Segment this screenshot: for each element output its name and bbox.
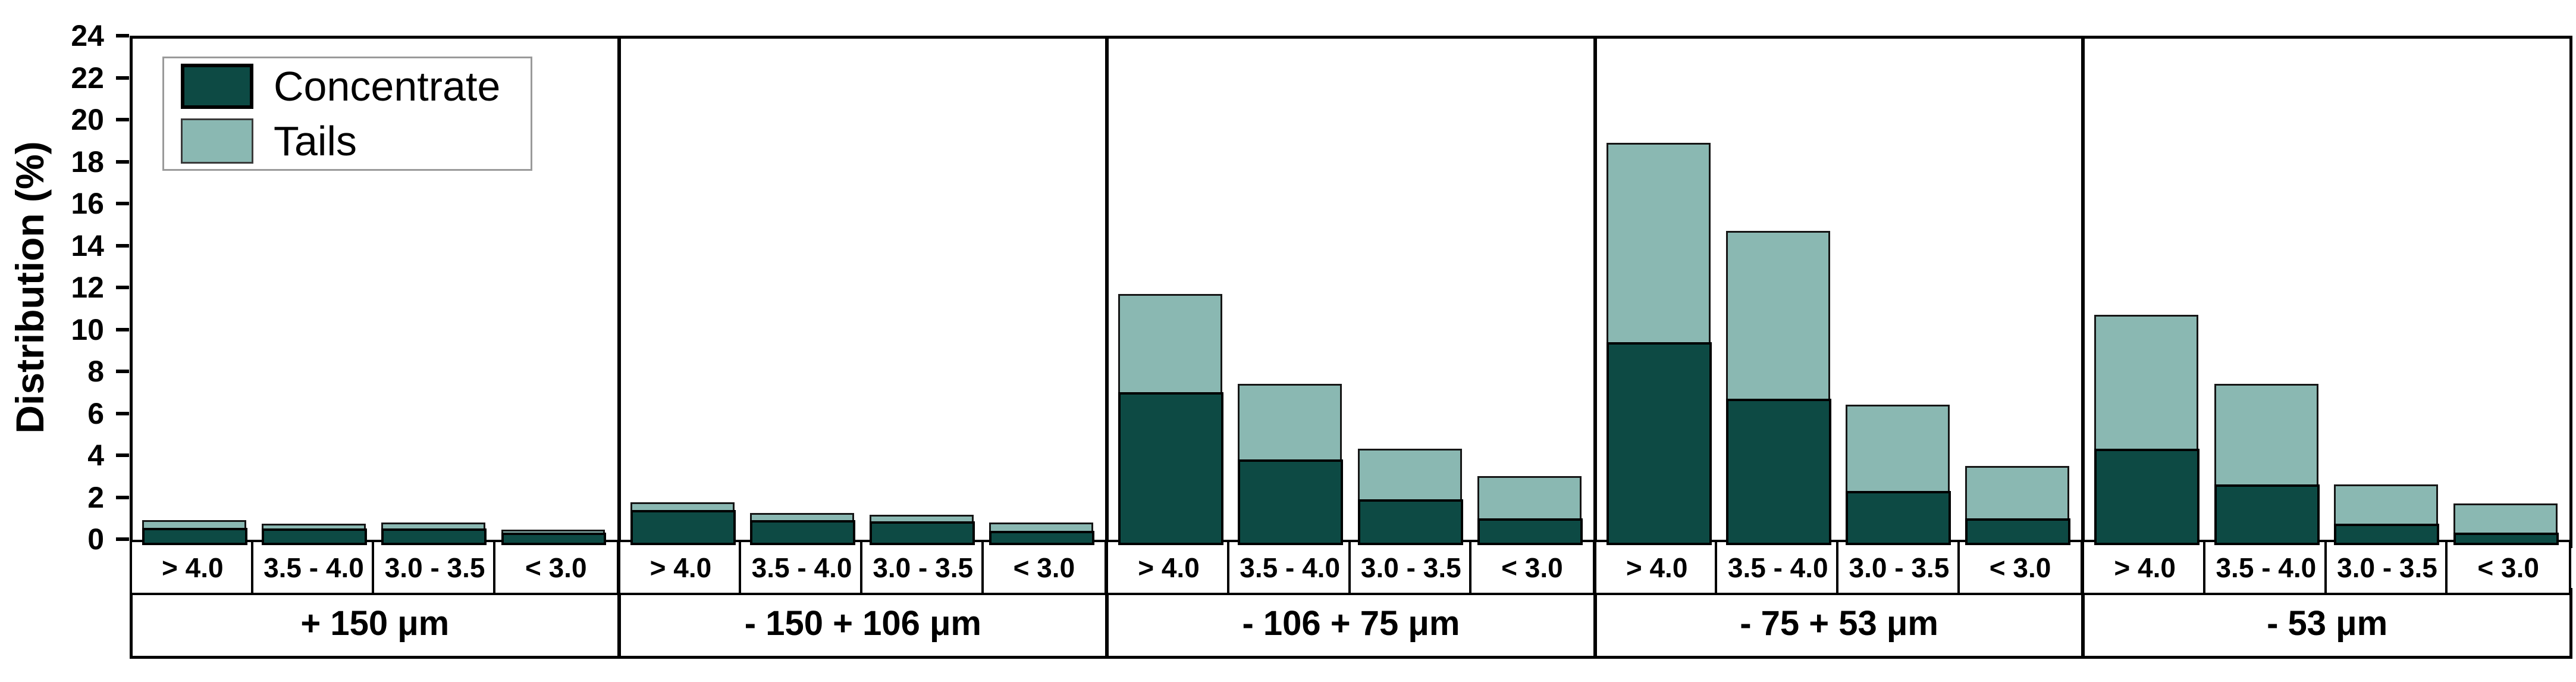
size-label: - 53 μm bbox=[2082, 588, 2572, 659]
density-cell-label: 3.5 - 4.0 bbox=[739, 540, 862, 595]
size-label: + 150 μm bbox=[130, 588, 620, 659]
legend-swatch-concentrate bbox=[181, 64, 253, 109]
y-tick-label: 16 bbox=[71, 187, 104, 220]
density-cell-label: < 3.0 bbox=[2445, 540, 2571, 595]
y-tick-label: 12 bbox=[71, 271, 104, 304]
y-tick-label: 18 bbox=[71, 145, 104, 179]
bar-segment-concentrate bbox=[630, 509, 736, 545]
density-cell-label: > 4.0 bbox=[2082, 540, 2206, 595]
bar-segment-concentrate bbox=[1606, 342, 1712, 545]
y-tick bbox=[116, 537, 129, 541]
bar-segment-tails bbox=[1726, 230, 1830, 402]
bar-segment-tails bbox=[2214, 384, 2318, 489]
y-tick-label: 0 bbox=[87, 523, 104, 556]
y-tick bbox=[116, 34, 129, 37]
legend: Concentrate Tails bbox=[162, 57, 532, 171]
bar-segment-concentrate bbox=[1357, 499, 1463, 545]
bar-segment-concentrate bbox=[2333, 523, 2439, 545]
density-cell-label: > 4.0 bbox=[617, 540, 742, 595]
legend-label-concentrate: Concentrate bbox=[274, 63, 501, 110]
density-cell-label: < 3.0 bbox=[981, 540, 1107, 595]
density-cell-label: 3.0 - 3.5 bbox=[1836, 540, 1960, 595]
bar-segment-concentrate bbox=[2094, 449, 2200, 545]
size-label: - 75 + 53 μm bbox=[1593, 588, 2085, 659]
density-cell-label: 3.5 - 4.0 bbox=[1226, 540, 1351, 595]
bar-segment-concentrate bbox=[381, 528, 487, 545]
y-tick bbox=[116, 76, 129, 80]
bar-segment-concentrate bbox=[749, 520, 855, 545]
bar-segment-concentrate bbox=[1965, 518, 2071, 545]
bar-segment-tails bbox=[1477, 476, 1582, 522]
y-tick bbox=[116, 202, 129, 205]
bar-segment-tails bbox=[1357, 449, 1462, 503]
bar-segment-concentrate bbox=[1726, 398, 1831, 545]
y-tick bbox=[116, 495, 129, 499]
density-cell-label: < 3.0 bbox=[1957, 540, 2084, 595]
bar-segment-tails bbox=[1238, 384, 1342, 464]
legend-item-concentrate: Concentrate bbox=[181, 62, 531, 111]
density-cell-label: < 3.0 bbox=[1469, 540, 1595, 595]
density-cell-label: 3.0 - 3.5 bbox=[859, 540, 984, 595]
density-cell-label: > 4.0 bbox=[1106, 540, 1229, 595]
y-tick-label: 6 bbox=[87, 396, 104, 430]
bar-segment-concentrate bbox=[1477, 518, 1583, 545]
density-cell-label: 3.0 - 3.5 bbox=[1348, 540, 1472, 595]
bar-segment-tails bbox=[1118, 293, 1223, 396]
bar-segment-tails bbox=[1606, 142, 1711, 346]
density-cell-label: > 4.0 bbox=[1593, 540, 1718, 595]
bar-segment-tails bbox=[1846, 405, 1950, 495]
bar-segment-concentrate bbox=[2453, 533, 2559, 545]
bar-segment-concentrate bbox=[2214, 484, 2320, 545]
density-cell-label: 3.5 - 4.0 bbox=[250, 540, 375, 595]
bar-segment-concentrate bbox=[869, 521, 975, 545]
y-tick bbox=[116, 411, 129, 415]
density-cell-label: 3.5 - 4.0 bbox=[1715, 540, 1839, 595]
y-tick bbox=[116, 327, 129, 331]
y-tick-label: 20 bbox=[71, 103, 104, 136]
density-cell-label: < 3.0 bbox=[492, 540, 619, 595]
panel-frame bbox=[617, 36, 1109, 548]
bar-segment-concentrate bbox=[1118, 392, 1224, 545]
y-tick-label: 4 bbox=[87, 439, 104, 472]
bar-segment-concentrate bbox=[1846, 490, 1951, 545]
y-tick-label: 10 bbox=[71, 312, 104, 346]
y-tick bbox=[116, 243, 129, 248]
bar-segment-concentrate bbox=[989, 530, 1095, 545]
y-tick bbox=[116, 453, 129, 457]
bar-segment-concentrate bbox=[142, 527, 248, 545]
legend-label-tails: Tails bbox=[274, 118, 357, 164]
bar-segment-concentrate bbox=[501, 533, 607, 545]
y-tick-label: 2 bbox=[87, 480, 104, 514]
density-cell-label: 3.5 - 4.0 bbox=[2203, 540, 2327, 595]
y-tick bbox=[116, 159, 129, 164]
bar-segment-tails bbox=[2333, 484, 2438, 527]
y-tick-label: 22 bbox=[71, 61, 104, 95]
legend-swatch-tails bbox=[181, 118, 253, 164]
bar-segment-tails bbox=[1965, 465, 2070, 522]
y-tick bbox=[116, 118, 129, 121]
bar-segment-tails bbox=[2094, 314, 2199, 453]
y-tick-label: 8 bbox=[87, 355, 104, 388]
density-cell-label: > 4.0 bbox=[130, 540, 253, 595]
density-cell-label: 3.0 - 3.5 bbox=[372, 540, 495, 595]
y-tick bbox=[116, 286, 129, 289]
bar-segment-concentrate bbox=[262, 528, 368, 545]
bar-segment-concentrate bbox=[1238, 459, 1344, 545]
density-cell-label: 3.0 - 3.5 bbox=[2324, 540, 2448, 595]
size-label: - 106 + 75 μm bbox=[1106, 588, 1596, 659]
y-tick-label: 14 bbox=[71, 229, 104, 262]
legend-item-tails: Tails bbox=[181, 117, 531, 165]
y-tick bbox=[116, 370, 129, 373]
y-tick-label: 24 bbox=[71, 19, 104, 52]
bar-segment-tails bbox=[2453, 503, 2558, 537]
size-label: - 150 + 106 μm bbox=[617, 588, 1109, 659]
